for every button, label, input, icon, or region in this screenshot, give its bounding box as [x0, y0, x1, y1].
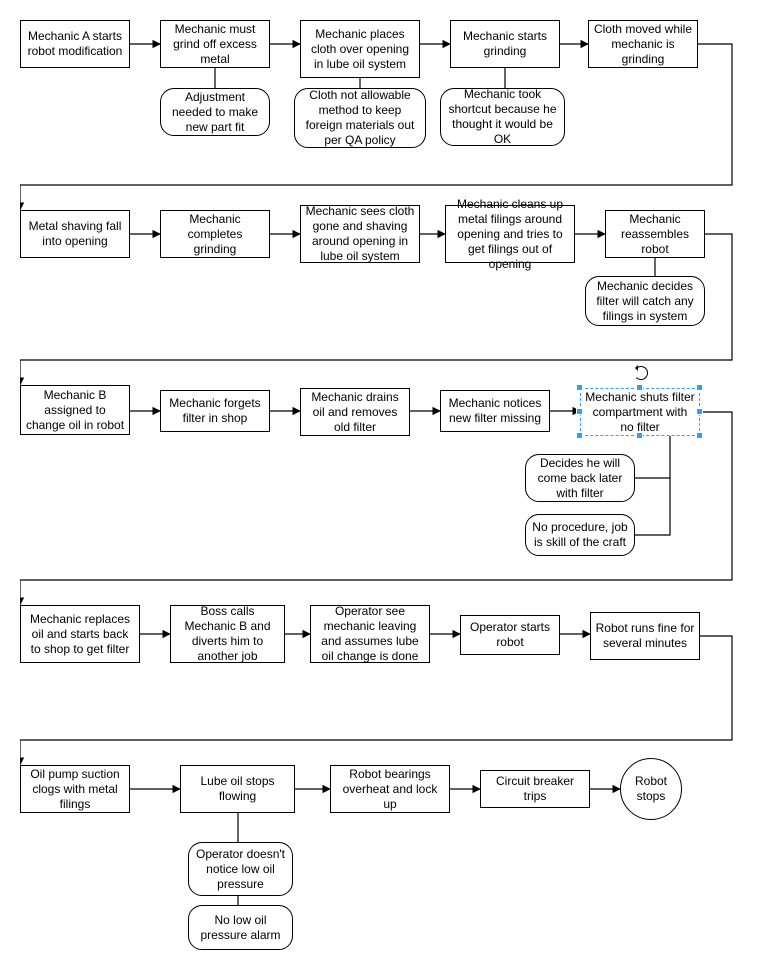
selection-handle[interactable]	[696, 408, 703, 415]
node-r3e[interactable]: Mechanic shuts filter compartment with n…	[580, 388, 700, 436]
selection-handle[interactable]	[576, 432, 583, 439]
node-r5d[interactable]: Circuit breaker trips	[480, 770, 590, 808]
node-r1b[interactable]: Mechanic must grind off excess metal	[160, 20, 270, 68]
node-n1c[interactable]: Cloth not allowable method to keep forei…	[294, 88, 426, 148]
node-r1c[interactable]: Mechanic places cloth over opening in lu…	[300, 20, 420, 78]
node-r3b[interactable]: Mechanic forgets filter in shop	[160, 390, 270, 432]
node-r4e[interactable]: Robot runs fine for several minutes	[590, 612, 700, 660]
node-r1a[interactable]: Mechanic A starts robot modification	[20, 20, 130, 68]
node-r2a[interactable]: Metal shaving fall into opening	[20, 210, 130, 258]
node-r5c[interactable]: Robot bearings overheat and lock up	[330, 765, 450, 813]
node-n1d[interactable]: Mechanic took shortcut because he though…	[440, 88, 565, 146]
selection-handle[interactable]	[636, 384, 643, 391]
node-n3e2[interactable]: No procedure, job is skill of the craft	[525, 514, 635, 556]
selection-handle[interactable]	[576, 408, 583, 415]
edge	[635, 478, 670, 535]
node-r1d[interactable]: Mechanic starts grinding	[450, 20, 560, 68]
node-n3e1[interactable]: Decides he will come back later with fil…	[525, 454, 635, 502]
node-r5e[interactable]: Robot stops	[620, 758, 682, 820]
node-n1b[interactable]: Adjustment needed to make new part fit	[160, 88, 270, 136]
node-r3a[interactable]: Mechanic B assigned to change oil in rob…	[20, 385, 130, 435]
node-r2e[interactable]: Mechanic reassembles robot	[605, 210, 705, 258]
node-n5b2[interactable]: No low oil pressure alarm	[188, 905, 293, 950]
selection-handle[interactable]	[636, 432, 643, 439]
selection-handle[interactable]	[696, 432, 703, 439]
node-r5b[interactable]: Lube oil stops flowing	[180, 765, 295, 813]
node-r4a[interactable]: Mechanic replaces oil and starts back to…	[20, 605, 140, 663]
selection-handle[interactable]	[576, 384, 583, 391]
node-n2e[interactable]: Mechanic decides filter will catch any f…	[585, 276, 705, 326]
node-r2d[interactable]: Mechanic cleans up metal filings around …	[445, 205, 575, 263]
node-r2c[interactable]: Mechanic sees cloth gone and shaving aro…	[300, 205, 420, 263]
flowchart-canvas: Mechanic A starts robot modification Mech…	[20, 20, 748, 950]
node-r4c[interactable]: Operator see mechanic leaving and assume…	[310, 605, 430, 663]
edge	[635, 436, 670, 478]
node-n5b1[interactable]: Operator doesn't notice low oil pressure	[188, 842, 293, 896]
node-r3d[interactable]: Mechanic notices new filter missing	[440, 390, 550, 432]
rotate-handle-icon[interactable]	[634, 366, 648, 380]
edge	[20, 412, 732, 605]
selection-handle[interactable]	[696, 384, 703, 391]
node-r2b[interactable]: Mechanic completes grinding	[160, 210, 270, 258]
node-r1e[interactable]: Cloth moved while mechanic is grinding	[588, 20, 698, 68]
node-r3c[interactable]: Mechanic drains oil and removes old filt…	[300, 388, 410, 436]
node-r4b[interactable]: Boss calls Mechanic B and diverts him to…	[170, 605, 285, 663]
node-r5a[interactable]: Oil pump suction clogs with metal filing…	[20, 765, 130, 813]
node-r4d[interactable]: Operator starts robot	[460, 615, 560, 655]
